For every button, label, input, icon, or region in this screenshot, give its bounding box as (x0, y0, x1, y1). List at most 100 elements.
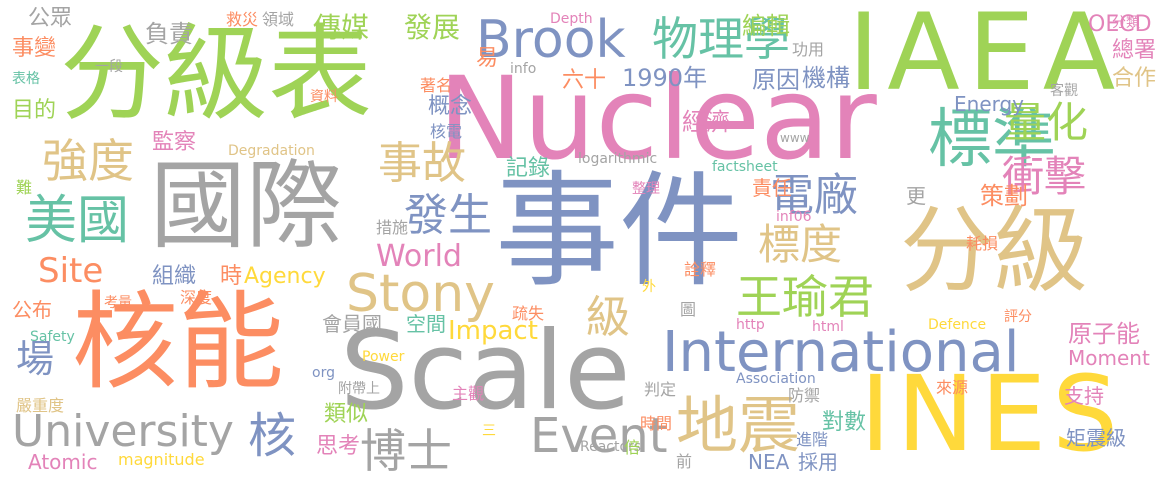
cloud-word: 難 (16, 178, 33, 197)
cloud-word: 核能 (72, 281, 284, 404)
cloud-word: International (662, 320, 1020, 385)
cloud-word: 前 (676, 452, 693, 471)
cloud-word: 功用 (792, 40, 825, 59)
cloud-word: Stony (346, 264, 495, 324)
cloud-word: 總署 (1112, 38, 1157, 63)
cloud-word: OECD (1088, 12, 1152, 37)
cloud-word: 級 (586, 292, 630, 343)
cloud-word: 客觀 (1050, 83, 1078, 99)
cloud-word: 發生 (404, 190, 492, 241)
cloud-word: Degradation (228, 143, 315, 159)
cloud-word: magnitude (118, 450, 205, 469)
cloud-word: Atomic (28, 450, 98, 474)
cloud-word: Depth (550, 11, 593, 27)
cloud-word: 合作 (1112, 66, 1157, 91)
cloud-word: 措施 (376, 218, 409, 237)
cloud-word: http (736, 317, 765, 333)
cloud-word: logarithmic (578, 151, 658, 167)
cloud-word: 防禦 (788, 386, 821, 405)
cloud-word: 六十 (562, 68, 607, 93)
cloud-word: 會員國 (322, 312, 382, 336)
cloud-word: 矩震級 (1066, 426, 1126, 450)
cloud-word: 更 (906, 184, 926, 208)
cloud-word: World (376, 239, 462, 274)
cloud-word: 標準 (928, 103, 1056, 177)
cloud-word: 領域 (262, 10, 295, 29)
cloud-word: 負責 (145, 20, 193, 48)
cloud-word: 分級 (900, 197, 1089, 306)
cloud-word: 編輯 (742, 12, 790, 40)
cloud-word: 類似 (324, 402, 369, 427)
cloud-word: 強度 (42, 134, 134, 188)
cloud-word: 國際 (150, 150, 342, 262)
cloud-word: 概念 (428, 94, 473, 119)
cloud-word: 附帶上 (338, 381, 380, 397)
cloud-word: 機構 (802, 64, 850, 92)
cloud-word: html (812, 319, 844, 335)
cloud-word: 著名 (420, 76, 453, 95)
cloud-word: 三 (482, 423, 496, 439)
cloud-word: IAEA (848, 0, 1124, 114)
cloud-word: 思考 (316, 434, 361, 459)
cloud-word: Brook (476, 10, 626, 70)
cloud-word: University (12, 406, 234, 457)
cloud-word: 分級表 (60, 13, 373, 135)
cloud-word: 核電 (430, 122, 463, 141)
cloud-word: 一段 (95, 59, 123, 75)
cloud-word: 對數 (822, 410, 867, 435)
cloud-word: 經濟 (682, 108, 730, 136)
cloud-word: 公眾 (28, 6, 73, 31)
cloud-word: 易 (476, 46, 499, 71)
cloud-word: 判定 (644, 380, 677, 399)
cloud-word: 時 (220, 264, 243, 289)
cloud-word: 來源 (936, 378, 969, 397)
cloud-word: Association (736, 371, 816, 387)
cloud-word: 衝擊 (1002, 152, 1087, 201)
cloud-word: factsheet (712, 159, 778, 175)
cloud-word: 救災 (226, 10, 259, 29)
cloud-word: 發展 (404, 11, 461, 44)
cloud-word: 責任 (752, 176, 792, 200)
cloud-word: NEA (748, 450, 790, 474)
cloud-word: org (312, 365, 335, 381)
cloud-word: 公布 (12, 298, 52, 322)
cloud-word: 資料 (310, 89, 338, 105)
cloud-word: 博士 (360, 424, 452, 478)
cloud-word: 核 (248, 408, 297, 464)
cloud-word: 地震 (676, 389, 801, 462)
cloud-word: 外 (642, 279, 656, 295)
cloud-word: Reactors (580, 439, 642, 455)
cloud-word: Power (362, 349, 405, 365)
cloud-word: Impact (448, 316, 538, 346)
cloud-word: Defence (928, 317, 987, 333)
cloud-word: 主觀 (452, 384, 485, 403)
cloud-word: 耗損 (966, 234, 999, 253)
cloud-word: 組織 (152, 264, 197, 289)
cloud-word: 王瑜君 (736, 270, 874, 324)
cloud-word: 採用 (798, 450, 838, 474)
cloud-word: 圖 (680, 300, 697, 319)
cloud-word: 事故 (378, 138, 466, 189)
cloud-word: 疏失 (512, 304, 545, 323)
cloud-word: Event (530, 408, 668, 464)
cloud-word: 嚴重度 (16, 396, 65, 415)
cloud-word: 監察 (152, 130, 197, 155)
cloud-word: 電廠 (770, 170, 858, 221)
cloud-word: 標度 (758, 220, 843, 269)
cloud-word: 原因 (752, 66, 800, 94)
cloud-word: 物理學 (652, 12, 790, 66)
cloud-word: Energy (954, 92, 1025, 116)
cloud-word: 場 (16, 337, 55, 381)
cloud-word: 1990年 (622, 64, 708, 92)
cloud-word: 進階 (796, 430, 829, 449)
cloud-word: 量化 (1004, 98, 1089, 147)
cloud-word: www (780, 131, 810, 145)
cloud-word: 策劃 (980, 182, 1028, 210)
cloud-word: 表格 (12, 71, 40, 87)
cloud-word: 美國 (25, 191, 130, 251)
cloud-word: Moment (1068, 346, 1150, 370)
cloud-word: Site (38, 251, 104, 291)
cloud-word: 分類 (1112, 15, 1140, 31)
cloud-word: 原子能 (1068, 320, 1140, 348)
